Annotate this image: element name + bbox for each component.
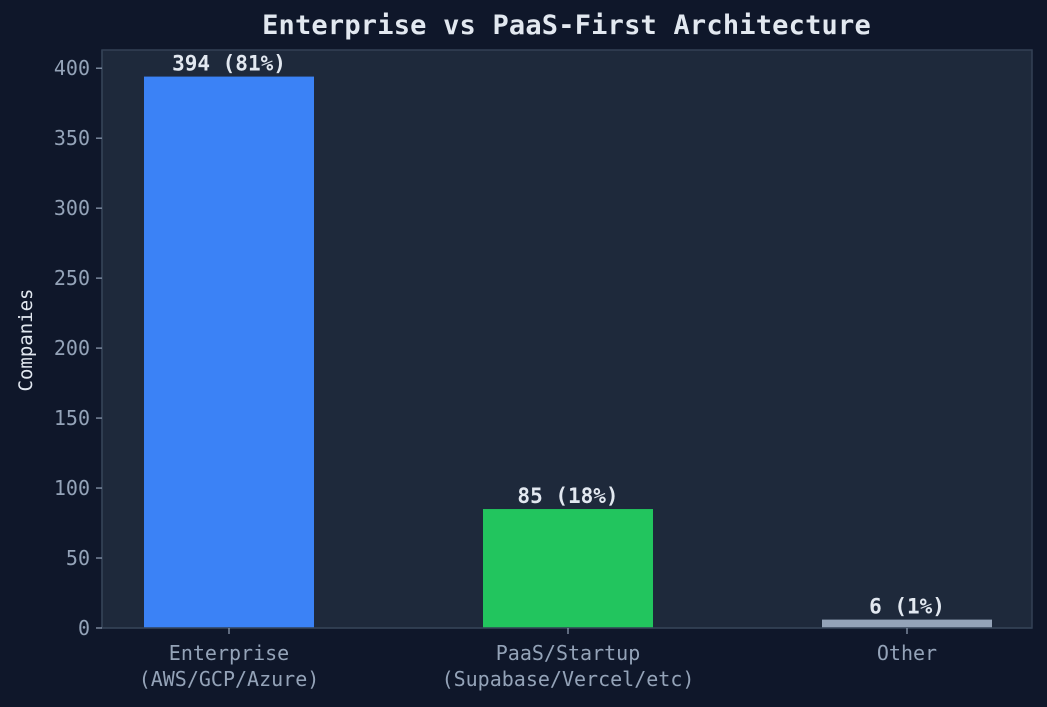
x-tick-label-1: Enterprise (AWS/GCP/Azure) — [139, 641, 320, 691]
data-label-2: 85 (18%) — [517, 484, 618, 508]
y-tick-label: 300 — [54, 196, 90, 220]
data-label-3: 6 (1%) — [869, 595, 945, 619]
chart-title: Enterprise vs PaaS-First Architecture — [262, 10, 871, 41]
y-tick-label: 250 — [54, 266, 90, 290]
y-tick-label: 150 — [54, 406, 90, 430]
y-tick-label: 50 — [66, 546, 90, 570]
axes-layer: 0 50 100 150 200 250 300 350 400 Enterprise (AWS/G… — [54, 50, 1032, 691]
bar-3 — [822, 619, 992, 628]
y-tick-label: 200 — [54, 336, 90, 360]
y-tick-label: 350 — [54, 126, 90, 150]
data-label-1: 394 (81%) — [172, 52, 286, 76]
bar-2 — [483, 509, 653, 628]
y-tick-label: 400 — [54, 56, 90, 80]
y-tick-label: 100 — [54, 476, 90, 500]
x-tick-label-3: Other — [877, 641, 937, 665]
labels-layer: 394 (81%) 85 (18%) 6 (1%) — [172, 52, 945, 619]
y-tick-label: 0 — [78, 616, 90, 640]
bar-1 — [144, 76, 314, 628]
x-tick-label-2: PaaS/Startup (Supabase/Vercel/etc) — [442, 641, 695, 691]
bars-layer — [144, 76, 992, 628]
